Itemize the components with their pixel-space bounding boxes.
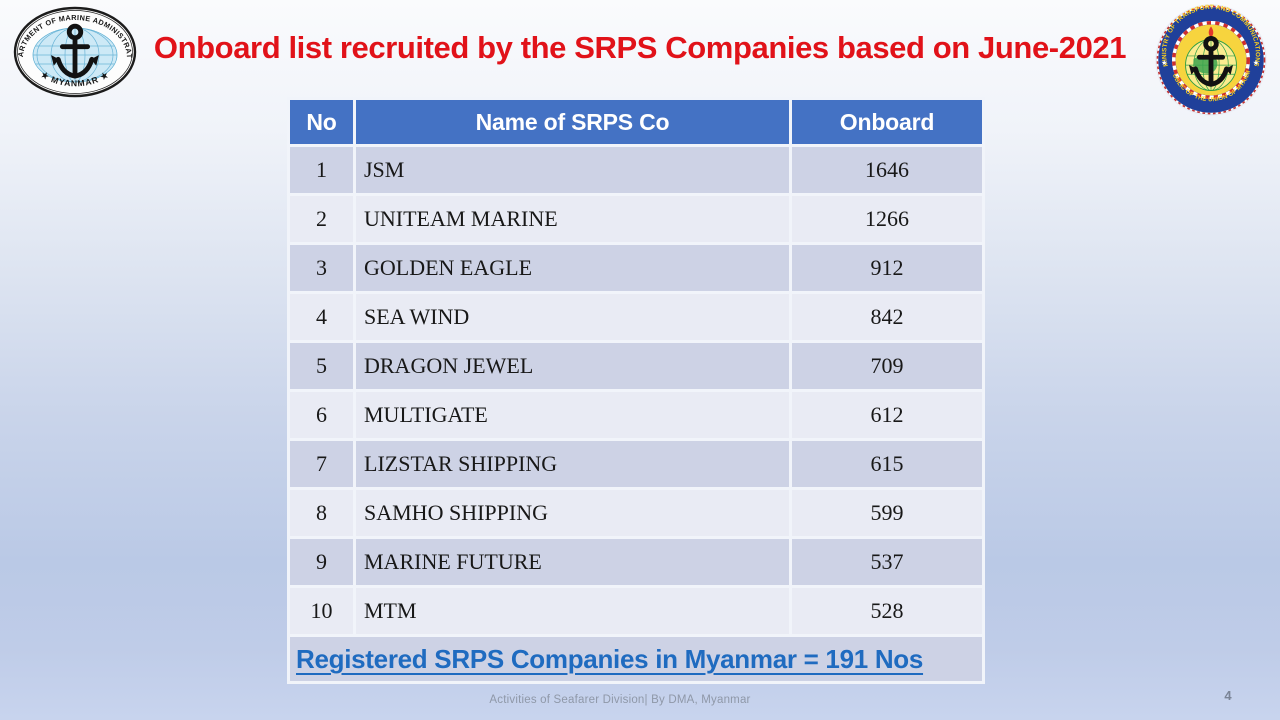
company-name: LIZSTAR SHIPPING [356,441,789,487]
slide-footer-text: Activities of Seafarer Division| By DMA,… [489,694,751,706]
company-name: JSM [356,147,789,193]
onboard-count: 615 [792,441,982,487]
star-icon: ★ [1161,59,1167,67]
company-name: UNITEAM MARINE [356,196,789,242]
flame-icon [1208,26,1214,38]
row-no: 8 [290,490,353,536]
srps-onboard-table: No Name of SRPS Co Onboard 1 JSM 1646 2 … [287,97,985,684]
table-row: 10 MTM 528 [290,588,982,634]
row-no: 3 [290,245,353,291]
row-no: 7 [290,441,353,487]
onboard-count: 528 [792,588,982,634]
table-row: 8 SAMHO SHIPPING 599 [290,490,982,536]
motc-myanmar-logo: MINISTRY OF TRANSPORT AND COMMUNICATIONS… [1155,4,1267,116]
row-no: 1 [290,147,353,193]
row-no: 6 [290,392,353,438]
row-no: 10 [290,588,353,634]
table-row: 1 JSM 1646 [290,147,982,193]
table-row: 2 UNITEAM MARINE 1266 [290,196,982,242]
table-row: 7 LIZSTAR SHIPPING 615 [290,441,982,487]
company-name: DRAGON JEWEL [356,343,789,389]
table-header-row: No Name of SRPS Co Onboard [290,100,982,144]
star-icon: ★ [1253,59,1259,67]
table-row: 4 SEA WIND 842 [290,294,982,340]
column-header-onboard: Onboard [792,100,982,144]
onboard-count: 842 [792,294,982,340]
onboard-count: 1646 [792,147,982,193]
company-name: SEA WIND [356,294,789,340]
anchor-icon [51,23,99,79]
row-no: 2 [290,196,353,242]
row-no: 4 [290,294,353,340]
onboard-count: 612 [792,392,982,438]
onboard-count: 709 [792,343,982,389]
table-summary-row: Registered SRPS Companies in Myanmar = 1… [290,637,982,681]
onboard-count: 537 [792,539,982,585]
company-name: MULTIGATE [356,392,789,438]
onboard-count: 1266 [792,196,982,242]
company-name: MTM [356,588,789,634]
table-row: 5 DRAGON JEWEL 709 [290,343,982,389]
table-row: 9 MARINE FUTURE 537 [290,539,982,585]
company-name: GOLDEN EAGLE [356,245,789,291]
onboard-count: 599 [792,490,982,536]
column-header-no: No [290,100,353,144]
onboard-count: 912 [792,245,982,291]
company-name: MARINE FUTURE [356,539,789,585]
table-row: 6 MULTIGATE 612 [290,392,982,438]
table-row: 3 GOLDEN EAGLE 912 [290,245,982,291]
registered-companies-note: Registered SRPS Companies in Myanmar = 1… [296,643,924,674]
column-header-name: Name of SRPS Co [356,100,789,144]
row-no: 5 [290,343,353,389]
company-name: SAMHO SHIPPING [356,490,789,536]
dma-myanmar-logo: DEPARTMENT OF MARINE ADMINISTRATION ★ MY… [13,6,137,98]
slide-title: Onboard list recruited by the SRPS Compa… [153,30,1127,65]
page-number: 4 [1224,688,1232,703]
anchor-icon [1188,35,1234,87]
row-no: 9 [290,539,353,585]
